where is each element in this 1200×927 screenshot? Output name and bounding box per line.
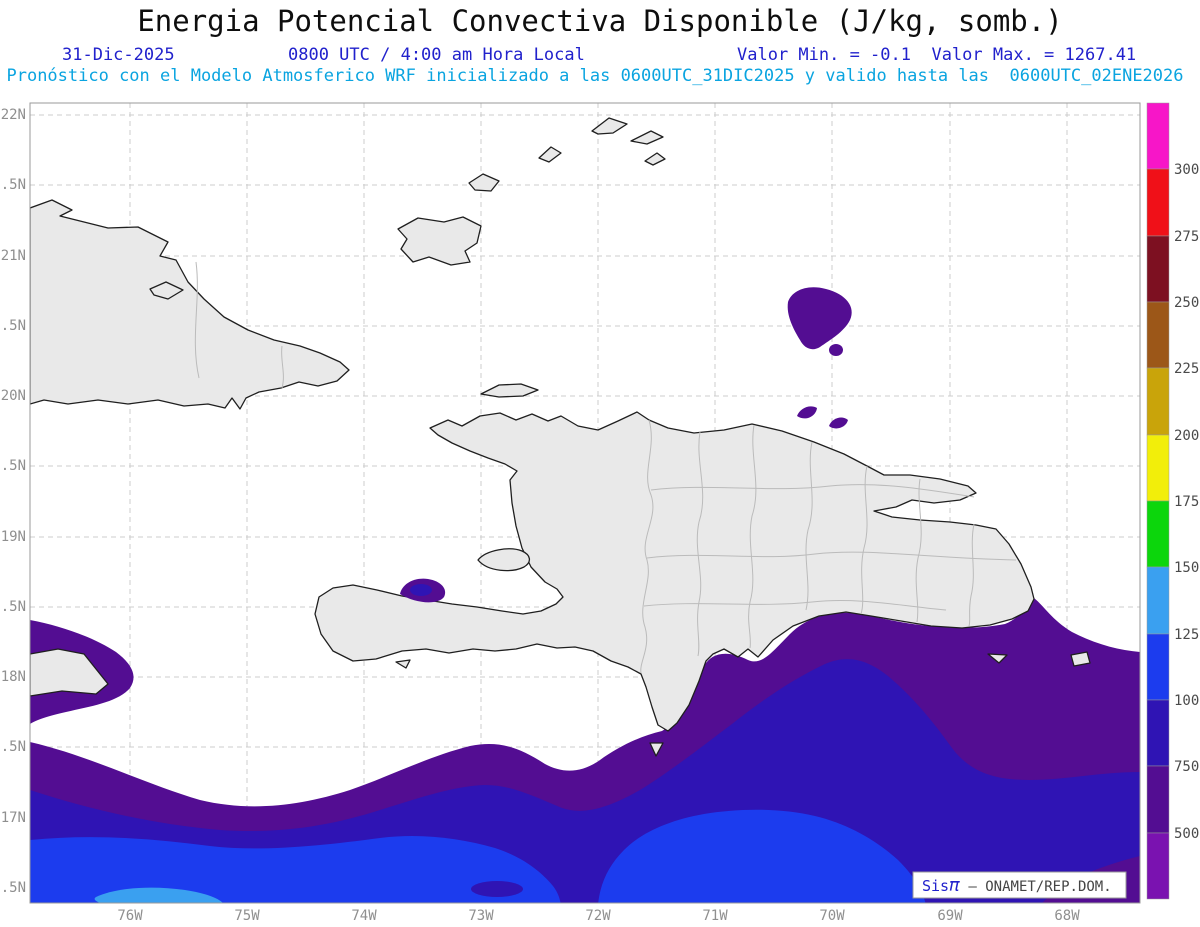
lat-tick-label: 20N [1,388,26,404]
lon-tick-label: 72W [585,908,611,924]
colorbar-tick-label: 1750 [1174,494,1200,510]
turks-island-2 [644,152,666,166]
watermark: Sisπ – ONAMET/REP.DOM. [912,871,1127,899]
pi-logo-icon: π [949,875,960,896]
colorbar-tick-label: 3000 [1174,162,1200,178]
lon-tick-label: 69W [937,908,963,924]
header-date: 31-Dic-2025 [62,45,175,65]
colorbar-tick-label: 750 [1174,759,1199,775]
colorbar-segment [1146,235,1170,303]
watermark-box [912,871,1127,899]
cape-region-south-1000 [30,809,926,903]
lat-tick-label: 17N [1,810,26,826]
lon-tick-label: 74W [351,908,377,924]
lat-tick-label: 7.5N [0,739,26,755]
colorbar-segment [1146,500,1170,568]
watermark-brand: Sis [922,877,949,895]
little-inagua-island [468,173,500,192]
mona-island [1070,651,1091,667]
watermark-org: – ONAMET/REP.DOM. [960,879,1112,895]
header-forecast-line: Pronóstico con el Modelo Atmosferico WRF… [6,66,1184,86]
header-min-max-values: Valor Min. = -0.1 Valor Max. = 1267.41 [737,45,1137,65]
cape-streak-northeast-2 [829,417,848,429]
cape-blob-northeast-2 [829,344,843,356]
lat-tick-label: 1.5N [0,177,26,193]
longitude-axis: 76W 75W 74W 73W 72W 71W 70W 69W 68W [117,908,1080,924]
colorbar-tick-label: 1500 [1174,560,1200,576]
svg-text:Sisπ – ONAMET/REP.DOM.: Sisπ – ONAMET/REP.DOM. [922,875,1112,896]
colorbar-tick-label: 500 [1174,826,1199,842]
lat-tick-label: 6.5N [0,880,26,896]
cape-blob-northeast-1 [787,287,852,350]
colorbar-segment [1146,434,1170,502]
colorbar-segment [1146,832,1170,900]
lat-tick-label: 21N [1,248,26,264]
province-borders [194,261,1017,674]
cape-spot-haiti-core [410,584,432,596]
colorbar-tick-label: 1250 [1174,627,1200,643]
gonave-island [477,548,531,572]
landmasses [30,117,1091,757]
turks-island-1 [630,130,664,145]
colorbar-tick-label: 1000 [1174,693,1200,709]
chart-title: Energia Potencial Convectiva Disponible … [137,4,1063,38]
bahamas-cay-2 [591,117,628,135]
lon-tick-label: 75W [234,908,260,924]
colorbar-tick-label: 2750 [1174,229,1200,245]
hispaniola-landmass [314,411,1035,732]
tortuga-island [480,383,539,398]
lon-tick-label: 70W [819,908,845,924]
cuba-landmass [30,199,350,410]
cuba-small-island [149,281,184,300]
lat-tick-label: 19N [1,529,26,545]
lat-tick-label: 22N [1,107,26,123]
saona-island [987,653,1008,664]
cape-spot-bottom [471,881,523,897]
colorbar-segment [1146,699,1170,767]
ile-a-vache [395,659,411,669]
jamaica-landmass [30,648,109,697]
colorbar-tick-label: 2000 [1174,428,1200,444]
colorbar-tick-label: 2500 [1174,295,1200,311]
lon-tick-label: 76W [117,908,143,924]
colorbar-segment [1146,566,1170,635]
lon-tick-label: 68W [1054,908,1080,924]
cape-spot-southwest-haiti [400,578,446,603]
great-inagua-island [397,216,482,266]
cape-region-azure-sliver [94,887,224,903]
bahamas-cay-1 [538,146,562,163]
lat-tick-label: 9.5N [0,458,26,474]
plot-frame [29,102,1141,904]
latitude-axis: 22N 1.5N 21N 0.5N 20N 9.5N 19N 8.5N 18N … [0,107,26,896]
colorbar-segment [1146,301,1170,369]
cape-shaded-field [30,287,1140,903]
colorbar-segment [1146,765,1170,834]
lon-tick-label: 73W [468,908,494,924]
haiti-dr-border [640,419,654,674]
header-time-local: 0800 UTC / 4:00 am Hora Local [288,45,585,65]
colorbar-segment [1146,102,1170,170]
colorbar-segment [1146,633,1170,701]
cape-streak-northeast-1 [797,406,817,419]
beata-island [649,742,664,757]
colorbar-segment [1146,168,1170,237]
colorbar: 3000 2750 2500 2250 2000 1750 1500 1250 … [1146,102,1200,900]
lat-tick-label: 0.5N [0,318,26,334]
lat-tick-label: 8.5N [0,599,26,615]
colorbar-segment [1146,367,1170,436]
colorbar-tick-label: 2250 [1174,361,1200,377]
lat-tick-label: 18N [1,669,26,685]
lon-tick-label: 71W [702,908,728,924]
